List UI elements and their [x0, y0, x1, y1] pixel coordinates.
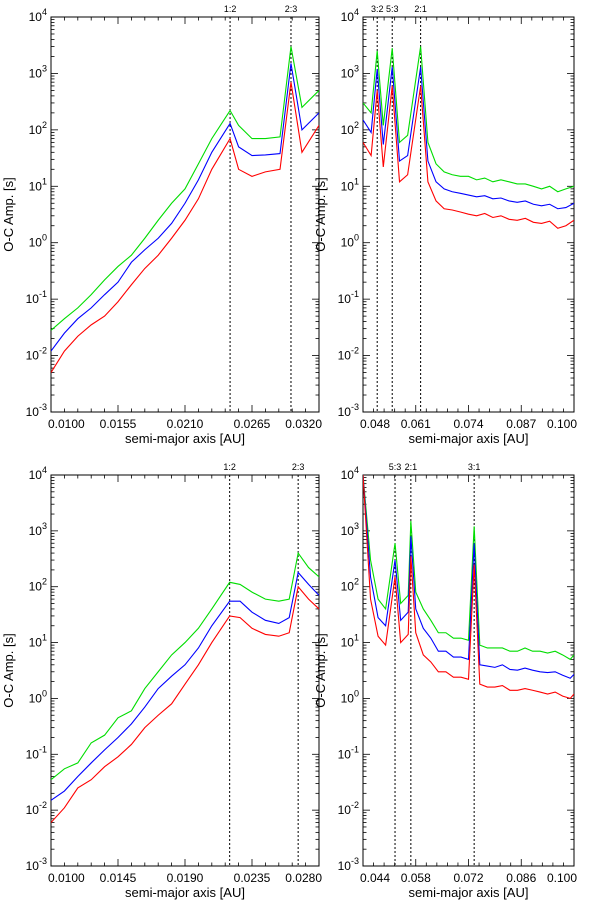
y-tick-label: 104	[341, 465, 359, 482]
resonance-label: 2:3	[292, 462, 305, 472]
y-tick-label: 101	[341, 176, 359, 193]
x-tick-label: 0.100	[547, 871, 577, 885]
resonance-label: 2:1	[414, 4, 427, 14]
chart-panel-4: 10-3 10-2 10-1 100 101 102 103 104 0.044 0.058 0.0…	[313, 462, 577, 900]
y-tick-label: 104	[341, 7, 359, 24]
y-tick-label: 10-1	[26, 744, 47, 761]
x-tick-label: 0.044	[360, 871, 390, 885]
series-line-2	[51, 63, 319, 352]
series-line-1	[51, 551, 319, 781]
series-line-1	[51, 46, 319, 331]
chart-panel-2: 10-3 10-2 10-1 100 101 102 103 104 0.048 0.061 0.0…	[313, 4, 577, 446]
x-tick-label: 0.0320	[285, 417, 322, 431]
x-tick-label: 0.072	[453, 871, 483, 885]
resonance-label: 1:2	[223, 462, 236, 472]
series-line-1	[363, 46, 574, 193]
plot-frame	[50, 16, 320, 413]
x-axis-label: semi-major axis [AU]	[125, 885, 245, 900]
x-tick-label: 0.0155	[100, 417, 137, 431]
y-tick-label: 100	[341, 233, 359, 250]
x-tick-label: 0.0265	[234, 417, 271, 431]
y-tick-label: 10-3	[338, 402, 359, 419]
series-line-2	[51, 571, 319, 801]
x-tick-label: 0.048	[360, 417, 390, 431]
resonance-label: 2:3	[285, 4, 298, 14]
resonance-label: 5:3	[386, 4, 399, 14]
y-tick-label: 100	[29, 688, 47, 705]
x-tick-label: 0.074	[453, 417, 483, 431]
y-tick-label: 10-1	[338, 744, 359, 761]
chart-panel-1: 10-3 10-2 10-1 100 101 102 103 104 0.0100 0.0155 0…	[1, 4, 322, 446]
x-tick-label: 0.0235	[234, 871, 271, 885]
x-tick-label: 0.0280	[285, 871, 322, 885]
plot-frame	[50, 474, 320, 867]
x-tick-label: 0.100	[547, 417, 577, 431]
resonance-label: 5:3	[389, 462, 402, 472]
y-tick-label: 10-2	[26, 800, 47, 817]
x-tick-label: 0.086	[506, 871, 536, 885]
y-tick-label: 102	[341, 120, 359, 137]
y-axis-label: O-C Amp. [s]	[1, 633, 16, 707]
y-axis-label: O-C Amp. [s]	[1, 177, 16, 251]
series-line-3	[363, 475, 574, 700]
y-tick-label: 100	[29, 233, 47, 250]
chart-panel-3: 10-3 10-2 10-1 100 101 102 103 104 0.0100 0.0145 0…	[1, 462, 322, 900]
resonance-label: 3:2	[371, 4, 384, 14]
y-tick-label: 103	[341, 63, 359, 80]
y-tick-label: 10-2	[338, 346, 359, 363]
x-axis-label: semi-major axis [AU]	[125, 431, 245, 446]
y-tick-label: 103	[29, 521, 47, 538]
x-tick-label: 0.061	[401, 417, 431, 431]
x-tick-label: 0.0145	[100, 871, 137, 885]
y-tick-label: 101	[29, 633, 47, 650]
x-tick-label: 0.0100	[48, 871, 85, 885]
y-tick-label: 103	[29, 63, 47, 80]
y-tick-label: 10-3	[26, 856, 47, 873]
y-axis-label: O-C Amp. [s]	[313, 177, 328, 251]
x-tick-label: 0.0210	[167, 417, 204, 431]
x-tick-label: 0.087	[506, 417, 536, 431]
x-axis-label: semi-major axis [AU]	[409, 885, 529, 900]
y-axis-label: O-C Amp. [s]	[313, 633, 328, 707]
y-tick-label: 102	[341, 577, 359, 594]
y-tick-label: 101	[29, 176, 47, 193]
y-tick-label: 103	[341, 521, 359, 538]
x-tick-label: 0.058	[401, 871, 431, 885]
y-tick-label: 10-1	[26, 289, 47, 306]
x-tick-label: 0.0190	[167, 871, 204, 885]
x-tick-label: 0.0100	[48, 417, 85, 431]
y-tick-label: 10-3	[26, 402, 47, 419]
y-tick-label: 102	[29, 120, 47, 137]
y-tick-label: 10-1	[338, 289, 359, 306]
y-tick-label: 10-2	[338, 800, 359, 817]
y-tick-label: 101	[341, 633, 359, 650]
y-tick-label: 100	[341, 688, 359, 705]
series-line-3	[51, 585, 319, 823]
y-tick-label: 10-3	[338, 856, 359, 873]
series-line-2	[363, 66, 574, 210]
resonance-label: 2:1	[405, 462, 418, 472]
y-tick-label: 102	[29, 577, 47, 594]
series-line-3	[363, 85, 574, 229]
resonance-label: 3:1	[468, 462, 481, 472]
series-line-2	[363, 475, 574, 679]
x-axis-label: semi-major axis [AU]	[409, 431, 529, 446]
series-line-3	[51, 82, 319, 373]
y-tick-label: 104	[29, 465, 47, 482]
y-tick-label: 10-2	[26, 346, 47, 363]
y-tick-label: 104	[29, 7, 47, 24]
resonance-label: 1:2	[224, 4, 237, 14]
series-line-1	[363, 475, 574, 661]
